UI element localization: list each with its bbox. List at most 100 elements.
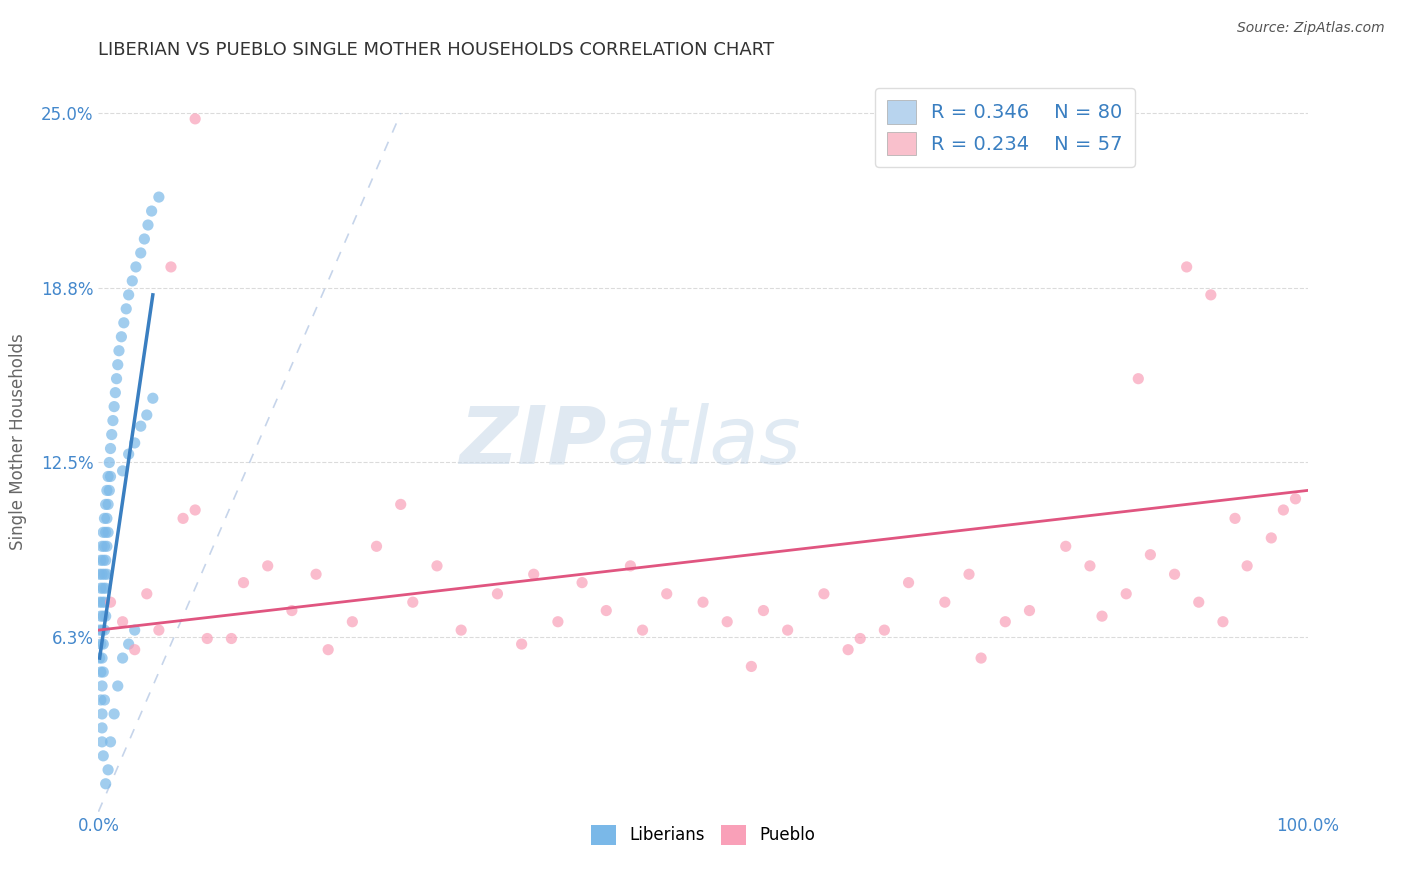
- Point: [110, 330, 132, 344]
- Point: [184, 503, 207, 517]
- Point: [1163, 567, 1185, 582]
- Point: [90, 581, 112, 595]
- Point: [1078, 558, 1101, 573]
- Point: [91, 623, 114, 637]
- Point: [121, 274, 143, 288]
- Point: [94, 525, 117, 540]
- Point: [1018, 603, 1040, 617]
- Point: [93, 539, 115, 553]
- Point: [97, 469, 120, 483]
- Point: [571, 575, 593, 590]
- Point: [619, 558, 641, 573]
- Point: [90, 693, 112, 707]
- Point: [655, 587, 678, 601]
- Point: [97, 497, 120, 511]
- Point: [256, 558, 278, 573]
- Point: [426, 558, 449, 573]
- Point: [232, 575, 254, 590]
- Point: [93, 511, 115, 525]
- Point: [89, 651, 111, 665]
- Point: [281, 603, 304, 617]
- Point: [134, 232, 156, 246]
- Point: [184, 112, 207, 126]
- Point: [100, 469, 122, 483]
- Point: [91, 525, 114, 540]
- Point: [91, 637, 114, 651]
- Point: [135, 587, 157, 601]
- Point: [1212, 615, 1234, 629]
- Point: [195, 632, 218, 646]
- Point: [89, 595, 111, 609]
- Point: [101, 414, 124, 428]
- Point: [93, 693, 115, 707]
- Point: [970, 651, 993, 665]
- Point: [129, 419, 152, 434]
- Point: [91, 581, 114, 595]
- Point: [934, 595, 956, 609]
- Point: [98, 455, 121, 469]
- Point: [118, 288, 141, 302]
- Text: LIBERIAN VS PUEBLO SINGLE MOTHER HOUSEHOLDS CORRELATION CHART: LIBERIAN VS PUEBLO SINGLE MOTHER HOUSEHO…: [98, 41, 775, 59]
- Point: [93, 567, 115, 582]
- Point: [91, 679, 114, 693]
- Point: [105, 372, 128, 386]
- Point: [125, 260, 148, 274]
- Point: [135, 408, 157, 422]
- Point: [1260, 531, 1282, 545]
- Point: [90, 553, 112, 567]
- Point: [366, 539, 388, 553]
- Point: [96, 511, 118, 525]
- Point: [1091, 609, 1114, 624]
- Point: [89, 567, 111, 582]
- Point: [103, 706, 125, 721]
- Point: [94, 581, 117, 595]
- Point: [100, 595, 122, 609]
- Point: [837, 642, 859, 657]
- Point: [1115, 587, 1137, 601]
- Point: [692, 595, 714, 609]
- Point: [91, 721, 114, 735]
- Point: [1054, 539, 1077, 553]
- Point: [111, 615, 134, 629]
- Point: [91, 595, 114, 609]
- Point: [342, 615, 364, 629]
- Point: [716, 615, 738, 629]
- Point: [107, 358, 129, 372]
- Point: [316, 642, 339, 657]
- Point: [124, 623, 146, 637]
- Point: [91, 665, 114, 679]
- Point: [103, 400, 125, 414]
- Point: [523, 567, 546, 582]
- Point: [631, 623, 654, 637]
- Point: [142, 391, 165, 405]
- Point: [100, 442, 122, 456]
- Point: [957, 567, 980, 582]
- Point: [172, 511, 194, 525]
- Point: [1272, 503, 1295, 517]
- Point: [91, 748, 114, 763]
- Point: [118, 637, 141, 651]
- Point: [91, 553, 114, 567]
- Point: [124, 436, 146, 450]
- Point: [450, 623, 472, 637]
- Point: [1139, 548, 1161, 562]
- Point: [1175, 260, 1198, 274]
- Point: [93, 595, 115, 609]
- Point: [129, 246, 152, 260]
- Text: Source: ZipAtlas.com: Source: ZipAtlas.com: [1237, 21, 1385, 36]
- Point: [776, 623, 799, 637]
- Point: [141, 204, 163, 219]
- Point: [96, 483, 118, 498]
- Point: [96, 567, 118, 582]
- Point: [510, 637, 533, 651]
- Point: [97, 763, 120, 777]
- Point: [595, 603, 617, 617]
- Point: [148, 623, 170, 637]
- Point: [160, 260, 183, 274]
- Point: [111, 464, 134, 478]
- Point: [91, 609, 114, 624]
- Point: [112, 316, 135, 330]
- Point: [136, 218, 159, 232]
- Point: [1223, 511, 1246, 525]
- Point: [1128, 372, 1150, 386]
